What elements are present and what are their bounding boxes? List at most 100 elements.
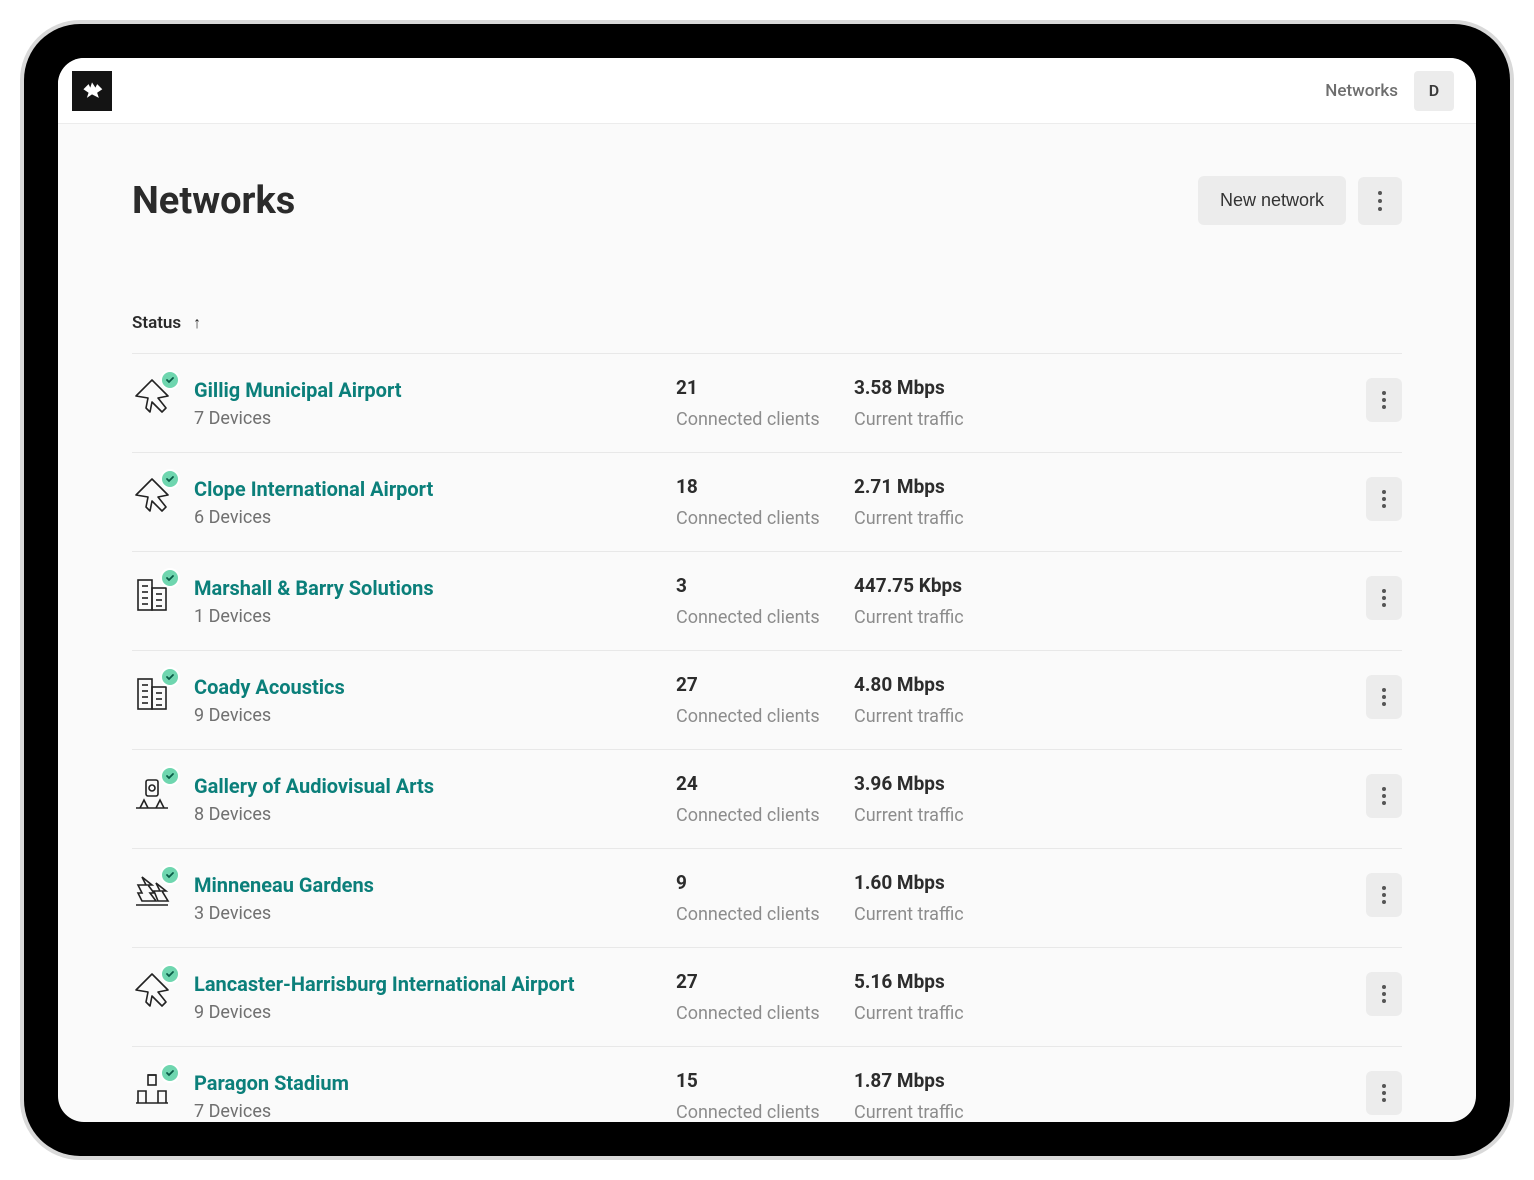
kebab-dot-icon [1382,794,1386,798]
kebab-dot-icon [1382,1084,1386,1088]
network-list: Gillig Municipal Airport 7 Devices 21 Co… [132,353,1402,1122]
network-devices: 3 Devices [194,903,676,924]
row-more-button[interactable] [1366,972,1402,1016]
avatar[interactable]: D [1414,71,1454,111]
status-ok-badge [160,1063,180,1083]
row-more-button[interactable] [1366,576,1402,620]
kebab-dot-icon [1382,787,1386,791]
status-ok-badge [160,667,180,687]
row-more-button[interactable] [1366,774,1402,818]
clients-value: 9 [676,871,854,894]
page-more-button[interactable] [1358,177,1402,225]
row-more-button[interactable] [1366,873,1402,917]
traffic-label: Current traffic [854,904,1032,925]
network-type-icon-wrap [132,970,176,1014]
network-type-icon-wrap [132,574,176,618]
clients-label: Connected clients [676,607,854,628]
new-network-button[interactable]: New network [1198,176,1346,225]
clients-label: Connected clients [676,805,854,826]
network-name[interactable]: Lancaster-Harrisburg International Airpo… [194,972,676,996]
kebab-dot-icon [1382,596,1386,600]
kebab-dot-icon [1382,589,1386,593]
clients-label: Connected clients [676,1003,854,1024]
network-name[interactable]: Marshall & Barry Solutions [194,576,676,600]
tablet-frame: Networks D Networks New network Status ↑ [24,24,1510,1156]
check-icon [165,771,175,781]
kebab-dot-icon [1382,985,1386,989]
kebab-dot-icon [1382,801,1386,805]
kebab-dot-icon [1378,207,1382,211]
status-ok-badge [160,964,180,984]
traffic-label: Current traffic [854,805,1032,826]
kebab-dot-icon [1382,992,1386,996]
traffic-value: 1.60 Mbps [854,871,1032,894]
network-name[interactable]: Coady Acoustics [194,675,676,699]
clients-label: Connected clients [676,904,854,925]
network-row[interactable]: Gallery of Audiovisual Arts 8 Devices 24… [132,749,1402,848]
row-more-button[interactable] [1366,477,1402,521]
network-name[interactable]: Gallery of Audiovisual Arts [194,774,676,798]
clients-value: 21 [676,376,854,399]
network-row[interactable]: Lancaster-Harrisburg International Airpo… [132,947,1402,1046]
clients-value: 15 [676,1069,854,1092]
check-icon [165,573,175,583]
network-name[interactable]: Paragon Stadium [194,1071,676,1095]
traffic-value: 2.71 Mbps [854,475,1032,498]
app-screen: Networks D Networks New network Status ↑ [58,58,1476,1122]
traffic-value: 3.96 Mbps [854,772,1032,795]
page-body: Networks New network Status ↑ Gi [58,124,1476,1122]
network-devices: 7 Devices [194,408,676,429]
brand-logo[interactable] [72,71,112,111]
status-ok-badge [160,469,180,489]
sort-arrow-up-icon: ↑ [193,313,201,333]
sort-label: Status [132,313,181,333]
kebab-dot-icon [1382,504,1386,508]
status-ok-badge [160,370,180,390]
network-row[interactable]: Paragon Stadium 7 Devices 15 Connected c… [132,1046,1402,1122]
topbar: Networks D [58,58,1476,124]
check-icon [165,375,175,385]
network-devices: 7 Devices [194,1101,676,1122]
traffic-value: 4.80 Mbps [854,673,1032,696]
kebab-dot-icon [1382,1098,1386,1102]
clients-label: Connected clients [676,1102,854,1122]
kebab-dot-icon [1382,886,1386,890]
row-more-button[interactable] [1366,378,1402,422]
network-devices: 6 Devices [194,507,676,528]
network-name[interactable]: Clope International Airport [194,477,676,501]
kebab-dot-icon [1382,1091,1386,1095]
traffic-label: Current traffic [854,1003,1032,1024]
row-more-button[interactable] [1366,1071,1402,1115]
traffic-value: 5.16 Mbps [854,970,1032,993]
kebab-dot-icon [1382,398,1386,402]
check-icon [165,474,175,484]
status-ok-badge [160,766,180,786]
sort-row[interactable]: Status ↑ [132,313,1402,353]
traffic-label: Current traffic [854,409,1032,430]
network-name[interactable]: Gillig Municipal Airport [194,378,676,402]
network-row[interactable]: Gillig Municipal Airport 7 Devices 21 Co… [132,353,1402,452]
kebab-dot-icon [1382,603,1386,607]
network-name[interactable]: Minneneau Gardens [194,873,676,897]
status-ok-badge [160,568,180,588]
network-devices: 9 Devices [194,705,676,726]
clients-value: 3 [676,574,854,597]
network-row[interactable]: Clope International Airport 6 Devices 18… [132,452,1402,551]
network-row[interactable]: Marshall & Barry Solutions 1 Devices 3 C… [132,551,1402,650]
nav-networks-link[interactable]: Networks [1325,81,1398,101]
check-icon [165,672,175,682]
kebab-dot-icon [1382,893,1386,897]
network-type-icon-wrap [132,376,176,420]
traffic-label: Current traffic [854,508,1032,529]
page-title: Networks [132,179,295,223]
kebab-dot-icon [1378,199,1382,203]
page-header: Networks New network [132,176,1402,225]
network-type-icon-wrap [132,1069,176,1113]
network-row[interactable]: Coady Acoustics 9 Devices 27 Connected c… [132,650,1402,749]
kebab-dot-icon [1382,405,1386,409]
clients-label: Connected clients [676,409,854,430]
network-row[interactable]: Minneneau Gardens 3 Devices 9 Connected … [132,848,1402,947]
check-icon [165,870,175,880]
row-more-button[interactable] [1366,675,1402,719]
traffic-value: 447.75 Kbps [854,574,1032,597]
